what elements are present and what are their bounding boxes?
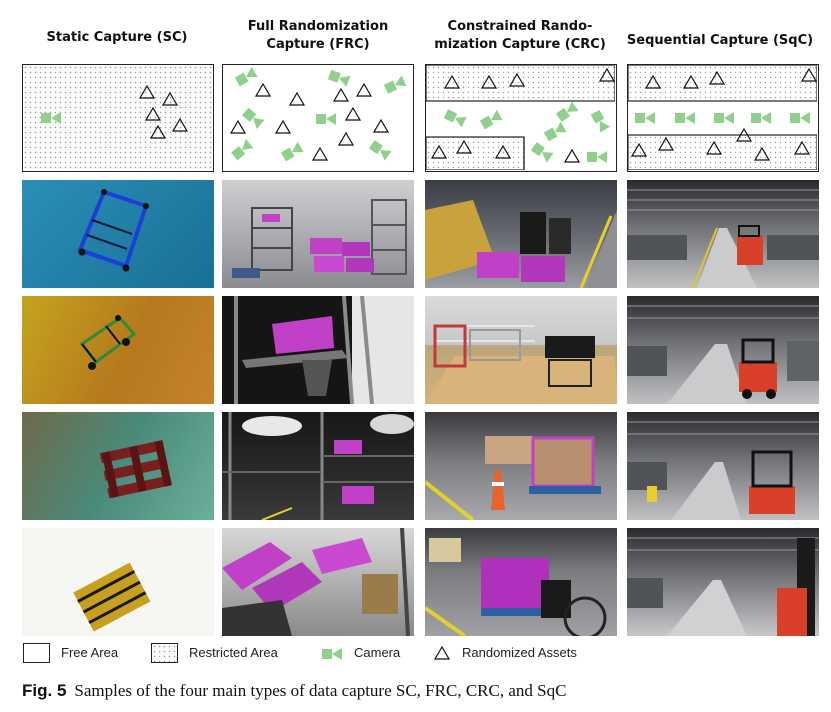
camera-icon [368, 139, 392, 161]
camera-icon [241, 106, 265, 130]
aisle-scene [627, 421, 819, 520]
photo-sc-1 [22, 180, 214, 288]
photo-frc-4 [222, 528, 414, 636]
camera-icon [751, 112, 771, 124]
triangle-icon [172, 118, 188, 132]
triangle-icon [338, 132, 354, 146]
title-line: Constrained Rando- [447, 19, 593, 34]
figure-caption: Fig. 5 Samples of the four main types of … [22, 681, 566, 701]
shelving-scene [234, 296, 414, 404]
diagram-crc [425, 64, 617, 172]
photo-sc-3 [22, 412, 214, 520]
triangle-icon [275, 120, 291, 134]
camera-icon [530, 141, 554, 163]
diagram-sc [22, 64, 214, 172]
column-title-crc: Constrained Rando- mization Capture (CRC… [420, 18, 620, 54]
caption-label: Fig. 5 [22, 681, 67, 700]
legend-restricted-area-swatch [151, 643, 178, 663]
photo-sqc-4 [627, 528, 819, 636]
title-line: Static Capture (SC) [46, 30, 188, 45]
aisle-scene [627, 305, 819, 404]
diagram-frc [222, 64, 414, 172]
photo-sqc-3 [627, 412, 819, 520]
column-title-sc: Static Capture (SC) [22, 29, 212, 47]
title-line: Full Randomization [247, 19, 389, 34]
caption-text: Samples of the four main types of data c… [74, 681, 567, 700]
pallet-icon [73, 562, 151, 632]
title-line: Sequential Capture (SqC) [626, 33, 814, 48]
camera-icon [714, 112, 734, 124]
triangle-icon [162, 92, 178, 106]
triangle-icon [373, 119, 389, 133]
crc-diagram-art [425, 64, 616, 171]
warehouse-scene [425, 436, 601, 520]
camera-icon [555, 101, 579, 123]
legend-camera-icon [322, 648, 342, 660]
column-title-sqc: Sequential Capture (SqC) [625, 32, 815, 50]
legend-randomized-assets-label: Randomized Assets [462, 645, 577, 660]
triangle-icon [255, 83, 271, 97]
camera-icon [587, 151, 607, 163]
photo-sc-2 [22, 296, 214, 404]
aisle-scene [627, 189, 819, 288]
triangle-icon [333, 88, 349, 102]
photo-crc-1 [425, 180, 617, 288]
photo-frc-1 [222, 180, 414, 288]
photo-crc-3 [425, 412, 617, 520]
title-line: Capture (FRC) [266, 37, 370, 52]
photo-crc-2 [425, 296, 617, 404]
warehouse-scene [425, 200, 617, 288]
shelving-scene [222, 412, 414, 520]
aisle-scene [627, 537, 819, 636]
legend-triangle-icon [434, 646, 450, 660]
frc-diagram-art [230, 66, 407, 163]
triangle-icon [312, 147, 328, 161]
camera-icon [675, 112, 695, 124]
camera-icon [479, 109, 503, 131]
photo-frc-2 [222, 296, 414, 404]
photo-frc-3 [222, 412, 414, 520]
camera-icon [543, 121, 567, 143]
photo-sqc-1 [627, 180, 819, 288]
pallet-icon [99, 440, 172, 499]
triangle-icon [564, 149, 580, 163]
legend-free-area-label: Free Area [61, 645, 119, 660]
camera-icon [383, 75, 407, 95]
triangle-icon [139, 85, 155, 99]
legend-camera-label: Camera [354, 645, 401, 660]
camera-icon [635, 112, 655, 124]
camera-icon [41, 112, 61, 124]
shelving-scene [222, 528, 410, 636]
legend-restricted-area-label: Restricted Area [189, 645, 278, 660]
camera-icon [443, 108, 467, 128]
camera-icon [230, 138, 254, 162]
column-title-frc: Full Randomization Capture (FRC) [222, 18, 414, 54]
cart-frame-icon [79, 315, 137, 370]
photo-crc-4 [425, 528, 617, 636]
title-line: mization Capture (CRC) [434, 37, 606, 52]
triangle-icon [356, 83, 372, 97]
photo-sc-4 [22, 528, 214, 636]
triangle-icon [150, 125, 166, 139]
triangle-icon [289, 92, 305, 106]
cart-frame-icon [77, 189, 149, 272]
camera-icon [280, 141, 304, 163]
legend-free-area-swatch [23, 643, 50, 663]
camera-icon [589, 109, 611, 133]
camera-icon [790, 112, 810, 124]
warehouse-scene [425, 538, 607, 636]
camera-icon [327, 68, 351, 88]
shelving-scene [232, 199, 407, 278]
camera-icon [234, 66, 258, 88]
triangle-icon [145, 107, 161, 121]
diagram-sqc [627, 64, 819, 172]
sqc-diagram-art [627, 64, 818, 171]
warehouse-scene [425, 324, 617, 404]
triangle-icon [230, 120, 246, 134]
sc-diagram-art [41, 85, 188, 139]
photo-sqc-2 [627, 296, 819, 404]
camera-icon [316, 113, 336, 125]
triangle-icon [345, 107, 361, 121]
